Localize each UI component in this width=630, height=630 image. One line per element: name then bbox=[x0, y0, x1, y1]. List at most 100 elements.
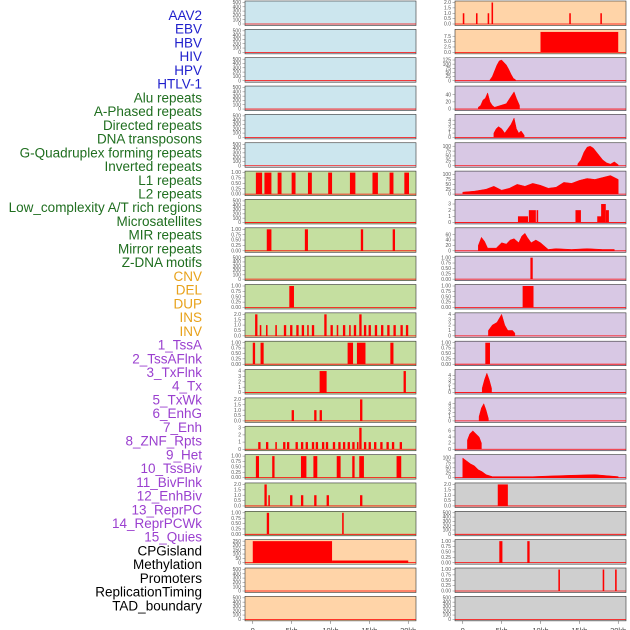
y-tick-label: 500 bbox=[233, 142, 242, 148]
y-tick-label: 50 bbox=[445, 465, 451, 471]
y-tick-label: 0.25 bbox=[231, 527, 241, 533]
panel-tssa: 0.000.250.500.751.00 bbox=[231, 340, 417, 368]
data-area bbox=[488, 313, 516, 337]
y-tick-label: 0 bbox=[448, 617, 451, 623]
y-tick-label: 4 bbox=[238, 369, 241, 375]
data-bar bbox=[368, 442, 371, 450]
y-tick-label: 0.00 bbox=[231, 305, 241, 311]
panel-reprpcwk: 0.000.250.500.751.00 bbox=[231, 510, 417, 538]
y-tick-label: 0.50 bbox=[441, 266, 451, 272]
y-tick-label: 1.00 bbox=[231, 170, 241, 176]
data-bar bbox=[372, 172, 378, 195]
data-bar bbox=[392, 229, 396, 251]
y-tick-label: 0.50 bbox=[441, 550, 451, 556]
data-bar bbox=[528, 210, 536, 223]
y-tick-label: 1.00 bbox=[231, 284, 241, 290]
data-bar bbox=[258, 442, 261, 450]
panel-background bbox=[244, 142, 417, 168]
data-bar bbox=[268, 495, 270, 506]
panel-mir: 0.000.250.500.751.00 bbox=[231, 227, 417, 254]
data-bar bbox=[296, 325, 299, 336]
row-label: 13_ReprPC bbox=[131, 502, 202, 517]
y-tick-label: 0 bbox=[238, 78, 241, 84]
y-tick-label: 25 bbox=[445, 158, 451, 164]
row-label: HTLV-1 bbox=[157, 77, 202, 92]
data-bar bbox=[403, 371, 406, 393]
y-tick-label: 3 bbox=[448, 406, 451, 412]
row-label: Inverted repeats bbox=[104, 159, 202, 174]
data-bar bbox=[349, 172, 356, 195]
y-tick-label: 0.50 bbox=[231, 351, 241, 357]
data-bar bbox=[272, 456, 275, 478]
y-tick-label: 0.50 bbox=[231, 238, 241, 244]
row-label: 1_TssA bbox=[158, 338, 202, 353]
data-bar bbox=[462, 13, 465, 24]
data-bar bbox=[252, 541, 333, 563]
data-bar bbox=[396, 456, 402, 478]
panel-tssa: 0.000.250.500.751.00 bbox=[441, 340, 627, 368]
y-tick-label: 0.25 bbox=[231, 243, 241, 249]
y-tick-label: 400 bbox=[233, 118, 242, 124]
panel-background bbox=[244, 510, 417, 537]
y-tick-label: 0.75 bbox=[441, 346, 451, 352]
data-bar bbox=[597, 216, 603, 223]
y-tick-label: 1.00 bbox=[231, 454, 241, 460]
y-tick-label: 0.25 bbox=[231, 470, 241, 476]
y-tick-label: 100 bbox=[443, 62, 452, 68]
y-tick-label: 0 bbox=[238, 617, 241, 623]
panel-background bbox=[244, 114, 417, 140]
y-tick-label: 25 bbox=[445, 470, 451, 476]
data-bar bbox=[536, 210, 539, 223]
data-bar bbox=[265, 442, 269, 450]
data-bar bbox=[491, 2, 494, 24]
row-label: HPV bbox=[174, 63, 202, 78]
panel-promoters: 0.000.250.500.751.00 bbox=[441, 567, 627, 595]
x-tick-label: 20kb bbox=[610, 626, 626, 630]
y-tick-label: 300 bbox=[443, 519, 452, 525]
y-tick-label: 300 bbox=[233, 37, 242, 43]
y-tick-label: 0.25 bbox=[231, 186, 241, 192]
y-tick-label: 200 bbox=[233, 13, 242, 19]
y-tick-label: 500 bbox=[233, 595, 242, 601]
y-tick-label: 0 bbox=[238, 277, 241, 283]
panel-background bbox=[244, 0, 417, 26]
y-tick-label: 0.25 bbox=[441, 271, 451, 277]
data-bar bbox=[393, 325, 396, 336]
row-label: 7_Enh bbox=[163, 420, 202, 435]
y-tick-label: 0 bbox=[448, 220, 451, 226]
y-tick-label: 0.50 bbox=[231, 181, 241, 187]
y-tick-label: 0.0 bbox=[234, 419, 241, 425]
y-tick-label: 0.25 bbox=[231, 300, 241, 306]
row-label: L2 repeats bbox=[138, 186, 202, 201]
data-bar bbox=[381, 325, 384, 336]
data-bar bbox=[540, 31, 619, 53]
data-bar bbox=[313, 456, 318, 478]
y-tick-label: 200 bbox=[233, 543, 242, 549]
data-bar bbox=[305, 442, 308, 450]
data-bar bbox=[275, 442, 277, 450]
y-tick-label: 0 bbox=[238, 220, 241, 226]
row-label: CNV bbox=[173, 269, 202, 284]
y-tick-label: 1 bbox=[448, 414, 451, 420]
y-tick-label: 0.0 bbox=[444, 22, 451, 28]
data-bar bbox=[307, 172, 312, 195]
y-tick-label: 1.5 bbox=[234, 317, 241, 323]
y-tick-label: 0.25 bbox=[441, 583, 451, 589]
y-tick-label: 2.0 bbox=[444, 0, 451, 6]
y-tick-label: 0.00 bbox=[231, 475, 241, 481]
panel-background bbox=[244, 397, 417, 423]
y-tick-label: 400 bbox=[233, 571, 242, 577]
data-bar bbox=[475, 13, 478, 24]
panel-background bbox=[244, 369, 417, 395]
row-label: Microsatellites bbox=[116, 214, 202, 229]
data-area bbox=[577, 145, 619, 166]
data-bar bbox=[255, 314, 258, 336]
row-label: L1 repeats bbox=[138, 173, 202, 188]
y-tick-label: 500 bbox=[233, 199, 242, 205]
right-x-axis: 0 5kb 10kb 15kb 20kb bbox=[461, 620, 626, 630]
y-tick-label: 100 bbox=[443, 456, 452, 462]
